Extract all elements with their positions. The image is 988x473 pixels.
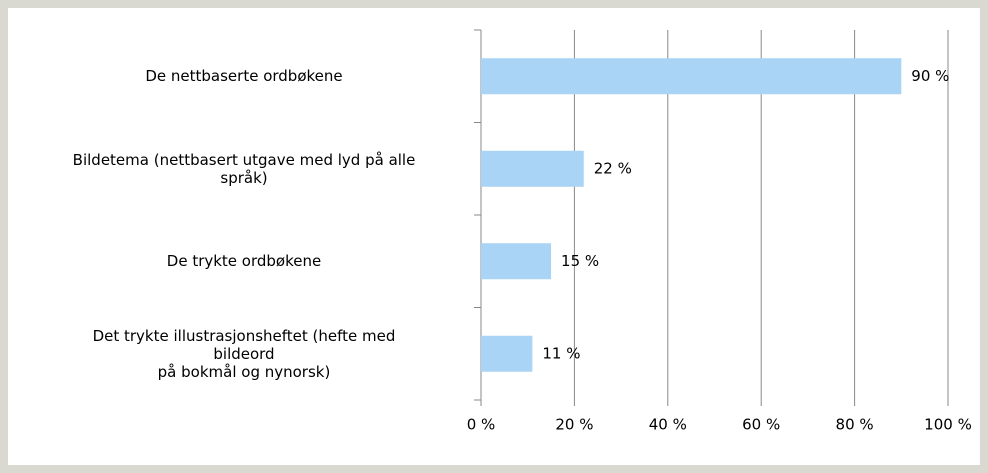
- bar: [481, 243, 552, 280]
- value-label: 15 %: [561, 252, 599, 270]
- value-label: 11 %: [542, 344, 580, 362]
- value-label: 22 %: [594, 159, 632, 177]
- chart-frame: 0 % 20 % 40 % 60 % 80 % 100 % 90 % 22 % 15 % 11 %…: [8, 8, 980, 465]
- x-tick-label: 100 %: [924, 416, 972, 434]
- x-tick-label: 80 %: [836, 416, 874, 434]
- bar: [481, 58, 902, 95]
- y-tick-label: De trykte ordbøkene: [166, 252, 322, 271]
- x-tick-label: 60 %: [742, 416, 780, 434]
- bar: [481, 150, 584, 187]
- y-tick-label: Bildetema (nettbasert utgave med lyd på …: [72, 150, 416, 187]
- x-tick-label: 0 %: [467, 416, 496, 434]
- x-tick-label: 40 %: [649, 416, 687, 434]
- value-label: 90 %: [911, 67, 949, 85]
- y-tick-label: Det trykte illustrasjonsheftet (hefte me…: [92, 326, 396, 381]
- chart: 0 % 20 % 40 % 60 % 80 % 100 % 90 % 22 % 15 % 11 %: [467, 29, 972, 434]
- bar: [481, 335, 533, 372]
- x-tick-label: 20 %: [555, 416, 593, 434]
- y-tick-label: De nettbaserte ordbøkene: [145, 67, 343, 86]
